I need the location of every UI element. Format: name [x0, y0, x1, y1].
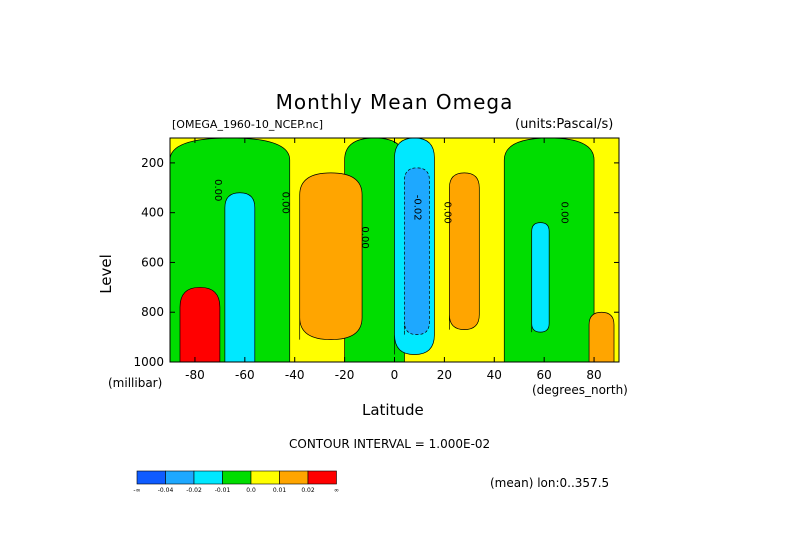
region-orange-north	[588, 311, 615, 363]
region-cyan-nh	[531, 222, 550, 333]
x-tick-label: 20	[437, 368, 452, 382]
colorbar-label: 0.01	[273, 487, 287, 494]
region-cyan-sh	[224, 192, 256, 363]
x-tick-label: -40	[285, 368, 305, 382]
region-green-left	[169, 137, 291, 363]
contour-label: 0.00	[279, 192, 290, 214]
x-axis-unit: (degrees_north)	[532, 383, 628, 397]
x-tick-label: -20	[335, 368, 355, 382]
colorbar-label: -0.02	[186, 487, 202, 494]
colorbar-swatch	[193, 470, 223, 485]
contour-label: 0.00	[212, 179, 223, 201]
colorbar-label: ∞	[334, 487, 339, 494]
colorbar-swatch	[165, 470, 195, 485]
region-blue-tropics	[404, 167, 430, 335]
colorbar-swatch	[250, 470, 280, 485]
y-axis-unit: (millibar)	[108, 376, 163, 390]
colorbar-label: -∞	[133, 487, 140, 494]
region-orange-south	[299, 172, 363, 340]
contour-label: -0.02	[411, 195, 422, 221]
y-tick-label: 800	[141, 305, 164, 319]
x-tick-label: 80	[586, 368, 601, 382]
x-tick-label: 0	[391, 368, 399, 382]
chart-title: Monthly Mean Omega	[275, 90, 514, 114]
colorbar-label: -0.01	[215, 487, 231, 494]
colorbar-swatch	[222, 470, 252, 485]
plot-frame	[169, 137, 620, 363]
region-orange-eq	[449, 172, 480, 330]
x-tick-label: -60	[235, 368, 255, 382]
contour-label: 0.00	[441, 202, 452, 224]
colorbar-label: 0.0	[246, 487, 256, 494]
colorbar-swatch	[136, 470, 166, 485]
y-tick-label: 400	[141, 206, 164, 220]
source-file-label: [OMEGA_1960-10_NCEP.nc]	[172, 118, 323, 131]
x-axis-label: Latitude	[362, 401, 424, 419]
colorbar-label: 0.02	[301, 487, 315, 494]
region-green-right	[503, 137, 595, 363]
x-tick-label: 60	[537, 368, 552, 382]
y-tick-label: 1000	[133, 355, 164, 369]
region-red-polar	[179, 286, 221, 363]
x-tick-label: -80	[185, 368, 205, 382]
colorbar-swatch	[279, 470, 309, 485]
colorbar-swatch	[307, 470, 337, 485]
y-axis-label: Level	[96, 254, 115, 294]
region-cyan-tropics	[394, 137, 435, 355]
mean-note: (mean) lon:0..357.5	[490, 476, 610, 490]
contour-label: 0.00	[359, 226, 370, 248]
region-green-mid	[344, 137, 405, 363]
x-tick-label: 40	[487, 368, 502, 382]
field-background	[170, 138, 619, 362]
contour-interval-label: CONTOUR INTERVAL = 1.000E-02	[289, 437, 491, 451]
contour-label: 0.00	[559, 202, 570, 224]
colorbar-label: -0.04	[158, 487, 174, 494]
y-tick-label: 600	[141, 255, 164, 269]
y-tick-label: 200	[141, 156, 164, 170]
units-label: (units:Pascal/s)	[515, 117, 614, 132]
